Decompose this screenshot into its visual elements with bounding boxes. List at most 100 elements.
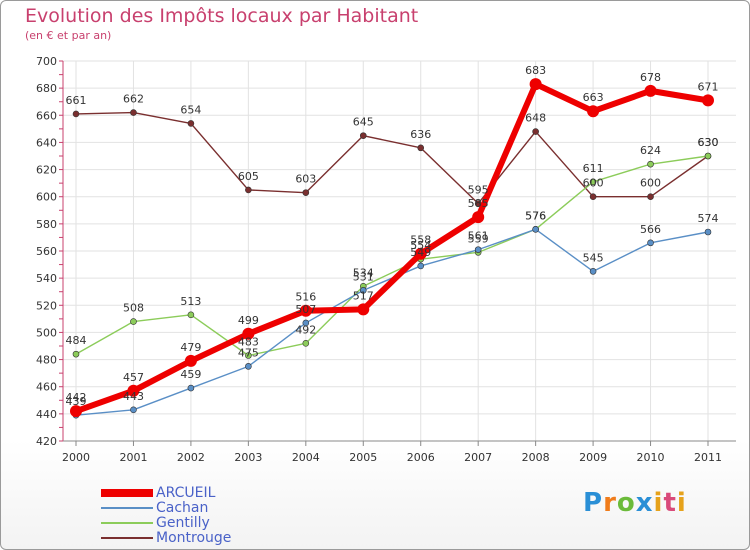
data-point [417, 262, 425, 270]
data-label: 595 [468, 184, 489, 197]
y-tick-label: 420 [36, 435, 57, 448]
data-label: 630 [698, 136, 719, 149]
data-point [474, 246, 482, 253]
y-tick-label: 460 [36, 381, 57, 394]
data-label: 576 [525, 209, 546, 222]
data-label: 585 [468, 197, 489, 210]
x-tick-label: 2011 [694, 451, 722, 464]
y-tick-label: 520 [36, 299, 57, 312]
data-label: 671 [698, 80, 719, 93]
data-label: 549 [410, 246, 431, 259]
data-point [187, 120, 195, 127]
data-label: 630 [698, 136, 719, 149]
data-point [187, 384, 195, 392]
legend-label-montrouge: Montrouge [156, 529, 232, 546]
data-point [127, 384, 140, 397]
data-point [72, 110, 80, 118]
data-point [414, 247, 427, 260]
data-label: 678 [640, 71, 661, 84]
data-point [130, 318, 137, 325]
series-line [75, 111, 709, 205]
data-label: 603 [295, 173, 316, 186]
data-label: 531 [353, 270, 374, 283]
data-label: 645 [353, 116, 374, 129]
y-tick-label: 660 [36, 109, 57, 122]
legend-item: ARCUEIL [101, 484, 231, 501]
data-point [302, 189, 310, 196]
series-line [75, 228, 709, 416]
data-label: 576 [525, 209, 546, 222]
data-label: 439 [66, 395, 87, 408]
data-label: 566 [640, 223, 661, 236]
y-tick-label: 700 [36, 55, 57, 68]
x-tick-label: 2008 [522, 451, 550, 464]
data-point [302, 319, 310, 327]
series-line [73, 81, 711, 415]
legend-swatch [101, 536, 153, 539]
y-tick-label: 680 [36, 82, 57, 95]
x-tick-label: 2007 [464, 451, 492, 464]
data-label: 561 [468, 230, 489, 243]
x-tick-label: 2005 [349, 451, 377, 464]
data-point [187, 311, 195, 319]
data-label: 459 [180, 368, 201, 381]
data-label: 683 [525, 64, 546, 77]
legend-label-arcueil: ARCUEIL [156, 484, 216, 501]
data-label: 513 [180, 295, 201, 308]
data-point [472, 211, 485, 224]
data-label: 654 [180, 103, 201, 116]
data-label: 600 [583, 177, 604, 190]
data-point [417, 144, 425, 152]
data-point [130, 109, 137, 116]
x-tick-label: 2001 [119, 451, 147, 464]
data-label: 662 [123, 93, 144, 106]
series-montrouge [72, 109, 712, 207]
data-label: 484 [66, 334, 87, 347]
data-point [532, 128, 539, 135]
data-point [532, 225, 539, 233]
data-point [245, 352, 252, 359]
data-point [704, 228, 712, 236]
data-label: 483 [238, 336, 259, 349]
chart-title: Evolution des Impôts locaux par Habitant [25, 5, 419, 27]
y-tick-label: 560 [36, 245, 57, 258]
legend-swatch [101, 488, 153, 497]
x-tick-label: 2000 [62, 451, 90, 464]
legend-label-gentilly: Gentilly [156, 514, 210, 531]
data-label: 517 [353, 289, 374, 302]
legend-item: Gentilly [101, 514, 231, 531]
series-cachan [72, 225, 712, 419]
data-label: 574 [698, 212, 719, 225]
data-label: 554 [410, 239, 431, 252]
data-point [647, 239, 654, 247]
data-label: 624 [640, 144, 661, 157]
data-point [72, 350, 80, 358]
data-point [130, 406, 137, 414]
data-point [299, 304, 312, 317]
x-tick-label: 2004 [292, 451, 320, 464]
y-tick-label: 600 [36, 191, 57, 204]
data-label: 559 [468, 232, 489, 245]
y-tick-label: 540 [36, 272, 57, 285]
data-point [70, 405, 82, 418]
series-arcueil [70, 78, 714, 418]
data-label: 479 [180, 341, 201, 354]
data-label: 516 [295, 291, 316, 304]
data-point [359, 287, 367, 294]
legend-label-cachan: Cachan [156, 499, 209, 516]
series-gentilly [72, 152, 712, 359]
data-point [589, 268, 597, 275]
legend-item: Montrouge [101, 529, 232, 546]
data-label: 492 [295, 323, 316, 336]
data-point [359, 132, 367, 139]
series-line [75, 155, 709, 357]
x-tick-label: 2009 [579, 451, 607, 464]
y-tick-label: 480 [36, 354, 57, 367]
data-label: 534 [353, 266, 374, 279]
legend-swatch [101, 521, 153, 524]
legend-item: Cachan [101, 499, 231, 516]
data-label: 442 [66, 391, 87, 404]
legend-swatch [101, 506, 153, 509]
